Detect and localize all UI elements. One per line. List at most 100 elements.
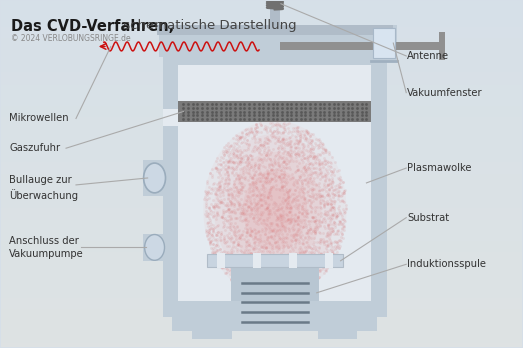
Point	[304, 158, 312, 164]
Point	[285, 189, 293, 195]
Point	[287, 237, 295, 243]
Point	[236, 259, 245, 264]
Point	[287, 144, 295, 149]
Point	[217, 178, 225, 183]
Point	[228, 148, 236, 153]
Point	[261, 285, 269, 291]
Point	[215, 184, 223, 190]
Point	[233, 189, 242, 195]
Point	[231, 261, 240, 266]
Point	[312, 174, 321, 180]
Point	[219, 192, 228, 198]
Point	[231, 255, 240, 261]
Point	[279, 166, 287, 171]
Point	[292, 168, 300, 174]
Ellipse shape	[243, 169, 307, 250]
Point	[242, 222, 250, 228]
Point	[247, 201, 256, 207]
Point	[279, 130, 287, 135]
Point	[219, 150, 228, 156]
Point	[298, 157, 306, 163]
Point	[255, 172, 263, 177]
Point	[303, 285, 311, 291]
Point	[306, 139, 315, 145]
Point	[287, 129, 295, 135]
Point	[203, 220, 212, 225]
Point	[311, 207, 319, 213]
Point	[317, 161, 326, 167]
Point	[291, 151, 299, 157]
Point	[338, 223, 347, 229]
Point	[286, 147, 294, 153]
Point	[293, 286, 302, 292]
Point	[305, 166, 314, 171]
Point	[281, 254, 290, 260]
Point	[293, 226, 302, 231]
Point	[223, 252, 232, 257]
Point	[324, 232, 332, 238]
Point	[273, 228, 281, 234]
Point	[277, 167, 286, 173]
Point	[205, 229, 213, 235]
Point	[278, 293, 287, 299]
Point	[283, 150, 292, 155]
Point	[209, 213, 217, 219]
Point	[235, 181, 243, 186]
Point	[277, 231, 286, 236]
Point	[271, 122, 279, 127]
Bar	[143, 160, 166, 196]
Point	[268, 276, 276, 282]
Point	[304, 234, 312, 239]
Point	[333, 213, 341, 219]
Point	[337, 199, 346, 204]
Point	[258, 227, 266, 232]
Point	[325, 152, 333, 157]
Point	[300, 177, 308, 183]
Point	[310, 281, 318, 286]
Point	[229, 150, 237, 156]
Point	[277, 223, 286, 229]
Point	[309, 215, 317, 220]
Point	[240, 249, 248, 254]
Point	[335, 193, 343, 199]
Point	[242, 198, 251, 203]
Point	[289, 261, 298, 266]
Point	[226, 236, 234, 241]
Point	[200, 195, 209, 200]
Point	[304, 161, 313, 167]
Point	[324, 182, 332, 188]
Point	[277, 218, 286, 223]
Point	[204, 227, 213, 233]
Point	[267, 161, 275, 167]
Point	[268, 269, 277, 275]
Point	[249, 173, 258, 178]
Point	[229, 209, 237, 215]
Point	[290, 232, 299, 238]
Point	[257, 272, 265, 278]
Point	[327, 225, 335, 231]
Point	[280, 120, 288, 126]
Point	[218, 214, 226, 220]
Point	[244, 203, 252, 209]
Point	[288, 286, 296, 291]
Point	[244, 170, 253, 175]
Point	[299, 269, 307, 275]
Point	[252, 193, 260, 199]
Point	[268, 130, 277, 135]
Point	[276, 258, 284, 263]
Point	[335, 207, 343, 213]
Point	[292, 269, 300, 274]
Point	[329, 169, 337, 174]
Point	[233, 259, 241, 264]
Point	[273, 121, 281, 126]
Point	[236, 232, 245, 238]
Point	[279, 140, 288, 146]
Point	[207, 190, 215, 196]
Point	[301, 177, 309, 183]
Point	[289, 235, 297, 240]
Point	[300, 206, 308, 212]
Point	[331, 255, 339, 261]
Point	[260, 217, 268, 223]
Point	[287, 255, 295, 261]
Point	[202, 191, 210, 197]
